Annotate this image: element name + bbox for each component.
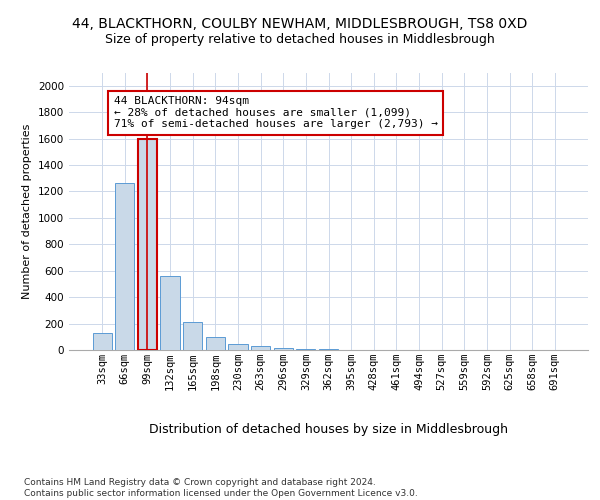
Text: Size of property relative to detached houses in Middlesbrough: Size of property relative to detached ho… (105, 32, 495, 46)
Text: Distribution of detached houses by size in Middlesbrough: Distribution of detached houses by size … (149, 422, 508, 436)
Bar (251, 346, 270, 350)
Bar (138, 138, 157, 350)
Bar (183, 322, 202, 350)
Bar (296, 349, 316, 350)
Text: 44 BLACKTHORN: 94sqm
← 28% of detached houses are smaller (1,099)
71% of semi-de: 44 BLACKTHORN: 94sqm ← 28% of detached h… (113, 96, 437, 130)
Bar (274, 348, 293, 350)
Bar (160, 276, 180, 350)
Bar (319, 349, 338, 350)
Text: 44, BLACKTHORN, COULBY NEWHAM, MIDDLESBROUGH, TS8 0XD: 44, BLACKTHORN, COULBY NEWHAM, MIDDLESBR… (73, 18, 527, 32)
Bar (115, 183, 134, 350)
Bar (229, 344, 248, 350)
Text: Contains HM Land Registry data © Crown copyright and database right 2024.
Contai: Contains HM Land Registry data © Crown c… (24, 478, 418, 498)
Y-axis label: Number of detached properties: Number of detached properties (22, 124, 32, 299)
Bar (206, 338, 225, 350)
Bar (92, 333, 112, 350)
